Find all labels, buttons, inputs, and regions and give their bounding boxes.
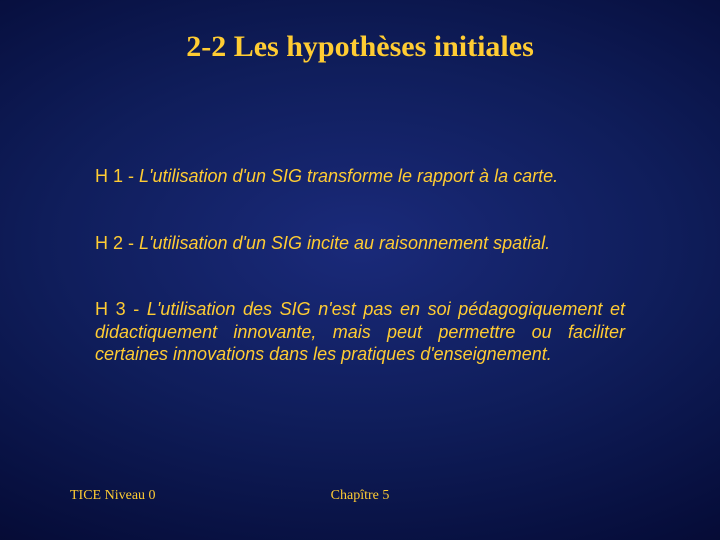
hypothesis-2: H 2 - L'utilisation d'un SIG incite au r… bbox=[95, 232, 625, 255]
hypothesis-2-text: L'utilisation d'un SIG incite au raisonn… bbox=[139, 233, 550, 253]
hypothesis-3-lead: H 3 - bbox=[95, 299, 147, 319]
hypothesis-2-lead: H 2 - bbox=[95, 233, 139, 253]
hypothesis-3-text: L'utilisation des SIG n'est pas en soi p… bbox=[95, 299, 625, 364]
slide: 2-2 Les hypothèses initiales H 1 - L'uti… bbox=[0, 0, 720, 540]
hypothesis-1: H 1 - L'utilisation d'un SIG transforme … bbox=[95, 165, 625, 188]
footer-center: Chapître 5 bbox=[0, 488, 720, 504]
hypothesis-1-lead: H 1 - bbox=[95, 166, 139, 186]
slide-body: H 1 - L'utilisation d'un SIG transforme … bbox=[95, 165, 625, 366]
hypothesis-3: H 3 - L'utilisation des SIG n'est pas en… bbox=[95, 298, 625, 366]
slide-title: 2-2 Les hypothèses initiales bbox=[0, 30, 720, 64]
hypothesis-1-text: L'utilisation d'un SIG transforme le rap… bbox=[139, 166, 558, 186]
